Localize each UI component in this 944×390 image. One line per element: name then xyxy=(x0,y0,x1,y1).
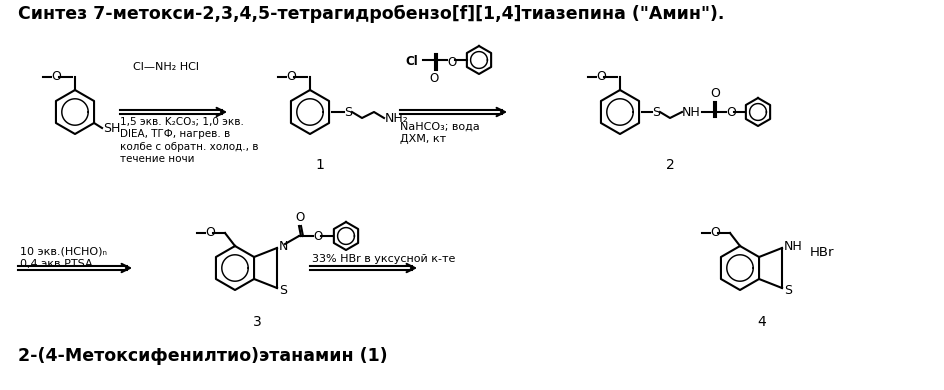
Text: O: O xyxy=(205,227,215,239)
Text: O: O xyxy=(286,71,296,83)
Text: S: S xyxy=(652,106,660,119)
Text: O: O xyxy=(710,87,720,100)
Text: 1: 1 xyxy=(315,158,325,172)
Text: O: O xyxy=(313,229,322,243)
Text: S: S xyxy=(344,106,352,119)
Text: O: O xyxy=(710,227,720,239)
Text: HBr: HBr xyxy=(810,245,834,259)
Text: O: O xyxy=(430,72,439,85)
Text: SH: SH xyxy=(103,122,121,135)
Text: S: S xyxy=(784,284,792,296)
Text: NH: NH xyxy=(784,239,802,252)
Text: Cl: Cl xyxy=(405,55,418,68)
Text: 1,5 экв. K₂CO₃; 1,0 экв.
DIEA, ТГФ, нагрев. в
колбе с обратн. холод., в
течение : 1,5 экв. K₂CO₃; 1,0 экв. DIEA, ТГФ, нагр… xyxy=(120,117,259,164)
Text: S: S xyxy=(279,284,287,296)
Text: O: O xyxy=(51,71,61,83)
Text: 4: 4 xyxy=(758,315,767,329)
Text: 33% HBr в уксусной к-те: 33% HBr в уксусной к-те xyxy=(312,254,455,264)
Text: 2-(4-Метоксифенилтио)этанамин (1): 2-(4-Метоксифенилтио)этанамин (1) xyxy=(18,347,388,365)
Text: 10 экв.(HCHO)ₙ
0,4 экв.PTSA: 10 экв.(HCHO)ₙ 0,4 экв.PTSA xyxy=(20,247,107,269)
Text: 3: 3 xyxy=(253,315,261,329)
Text: Синтез 7-метокси-2,3,4,5-тетрагидробензо[f][1,4]тиазепина ("Амин").: Синтез 7-метокси-2,3,4,5-тетрагидробензо… xyxy=(18,5,724,23)
Text: O: O xyxy=(726,106,736,119)
Text: O: O xyxy=(596,71,606,83)
Text: Cl—⁠NH₂ HCl: Cl—⁠NH₂ HCl xyxy=(133,62,199,72)
Text: NH: NH xyxy=(682,106,700,119)
Text: O: O xyxy=(295,211,305,224)
Text: NH₂: NH₂ xyxy=(385,112,409,124)
Text: N: N xyxy=(279,239,288,252)
Text: NaHCO₃; вода
ДХМ, кт: NaHCO₃; вода ДХМ, кт xyxy=(400,122,480,144)
Text: 2: 2 xyxy=(666,158,674,172)
Text: O: O xyxy=(447,56,456,69)
